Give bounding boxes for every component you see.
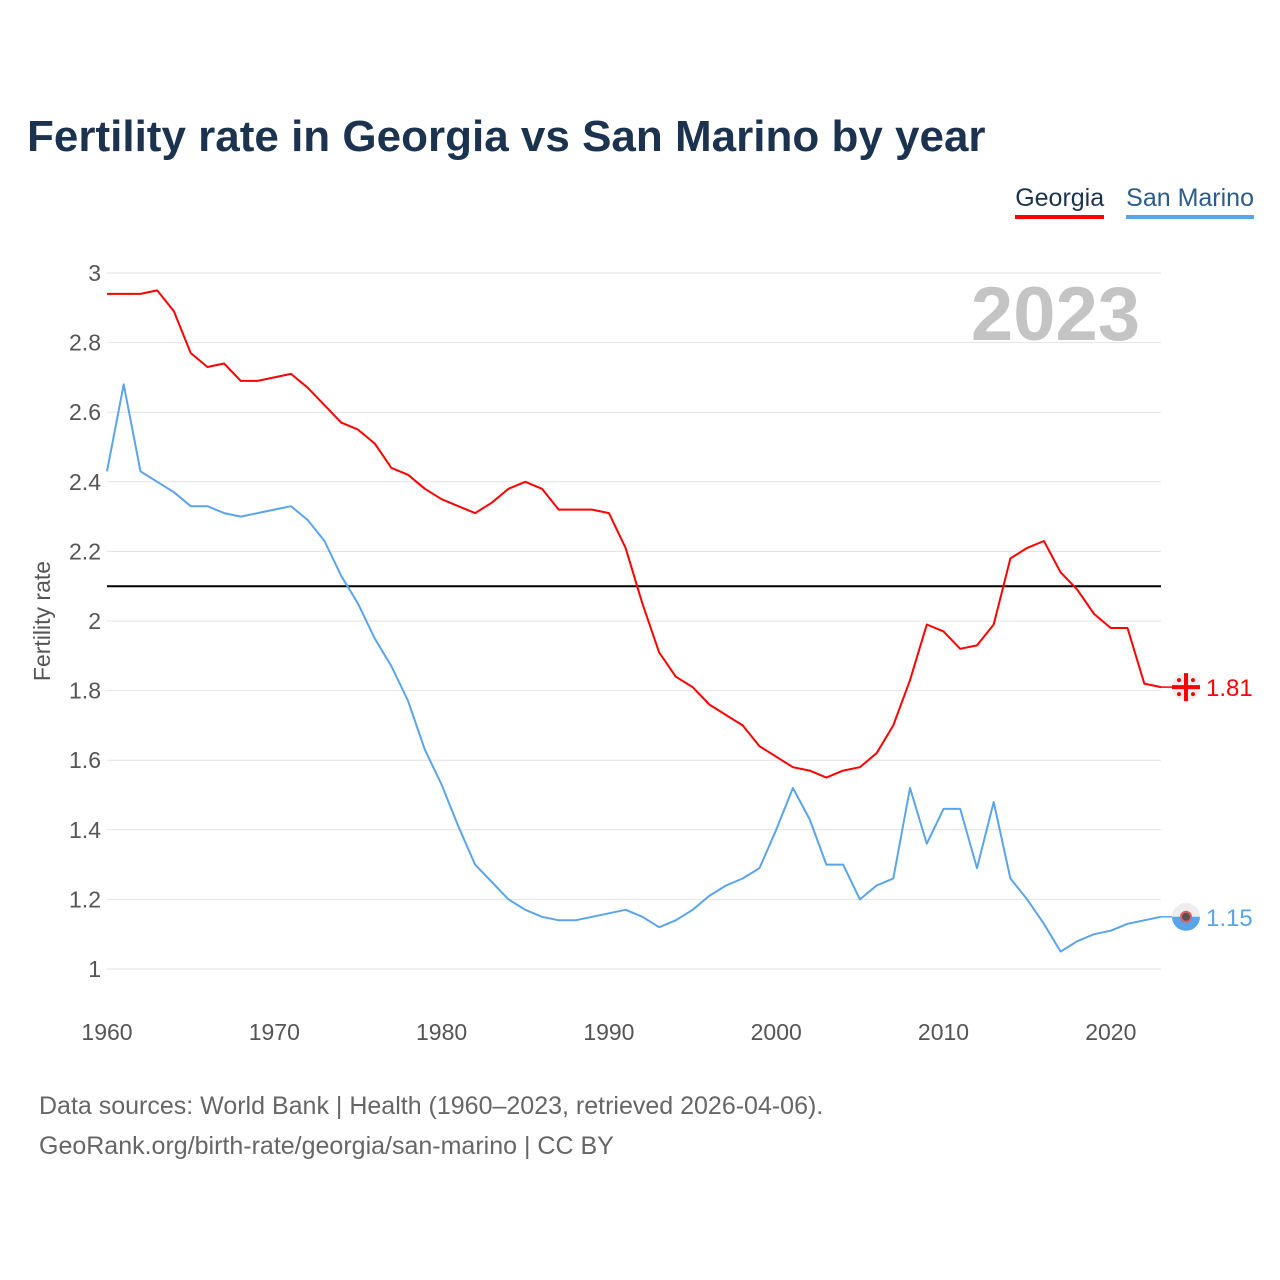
y-tick-label: 1.8 <box>69 678 101 704</box>
flag-small-cross <box>1191 678 1195 683</box>
y-tick-label: 2.4 <box>69 469 101 495</box>
x-tick-label: 1990 <box>583 1019 634 1045</box>
flag-small-cross <box>1177 692 1181 697</box>
georgia-flag-icon <box>1172 673 1200 702</box>
y-tick-label: 1.2 <box>69 886 101 912</box>
flag-emblem <box>1180 910 1192 923</box>
x-tick-label: 2000 <box>751 1019 802 1045</box>
source-link[interactable]: GeoRank.org/birth-rate/georgia/san-marin… <box>39 1132 614 1160</box>
y-tick-label: 1.6 <box>69 747 101 773</box>
x-tick-label: 2020 <box>1085 1019 1136 1045</box>
san-marino-flag-icon <box>1172 902 1200 931</box>
year-badge: 2023 <box>971 272 1140 357</box>
y-tick-label: 1 <box>88 956 101 982</box>
legend-item-san-marino[interactable]: San Marino <box>1126 184 1254 219</box>
flag-small-cross <box>1191 692 1195 697</box>
x-tick-label: 1970 <box>249 1019 300 1045</box>
series-line-georgia <box>107 289 1162 779</box>
source-text: Data sources: World Bank | Health (1960–… <box>39 1092 824 1120</box>
y-tick-label: 1.4 <box>69 817 101 843</box>
series-line-san-marino <box>106 383 1162 953</box>
y-tick-label: 2.6 <box>69 399 101 425</box>
x-tick-label: 1960 <box>81 1019 132 1045</box>
end-value-label: 1.15 <box>1206 905 1253 932</box>
x-tick-label: 1980 <box>416 1019 467 1045</box>
line-chart: 2023 Fertility rate 1 1.2 1.4 1.6 1.8 2 2.2 2.4… <box>29 260 1253 1045</box>
y-tick-label: 2.2 <box>69 538 101 564</box>
footer: Data sources: World Bank | Health (1960–… <box>39 1086 823 1166</box>
x-tick-label: 2010 <box>918 1019 969 1045</box>
end-value-label: 1.81 <box>1206 675 1253 702</box>
legend-item-georgia[interactable]: Georgia <box>1015 184 1105 219</box>
flag-lower-half <box>1172 916 1200 931</box>
y-tick-label: 2 <box>88 608 101 634</box>
flag-small-cross <box>1177 678 1181 683</box>
flag-cross-v <box>1184 673 1188 702</box>
y-axis-label: Fertility rate <box>29 561 55 681</box>
y-tick-label: 2.8 <box>69 330 101 356</box>
chart-title: Fertility rate in Georgia vs San Marino … <box>27 112 986 161</box>
legend: Georgia San Marino <box>1015 184 1254 219</box>
y-tick-label: 3 <box>88 260 101 286</box>
